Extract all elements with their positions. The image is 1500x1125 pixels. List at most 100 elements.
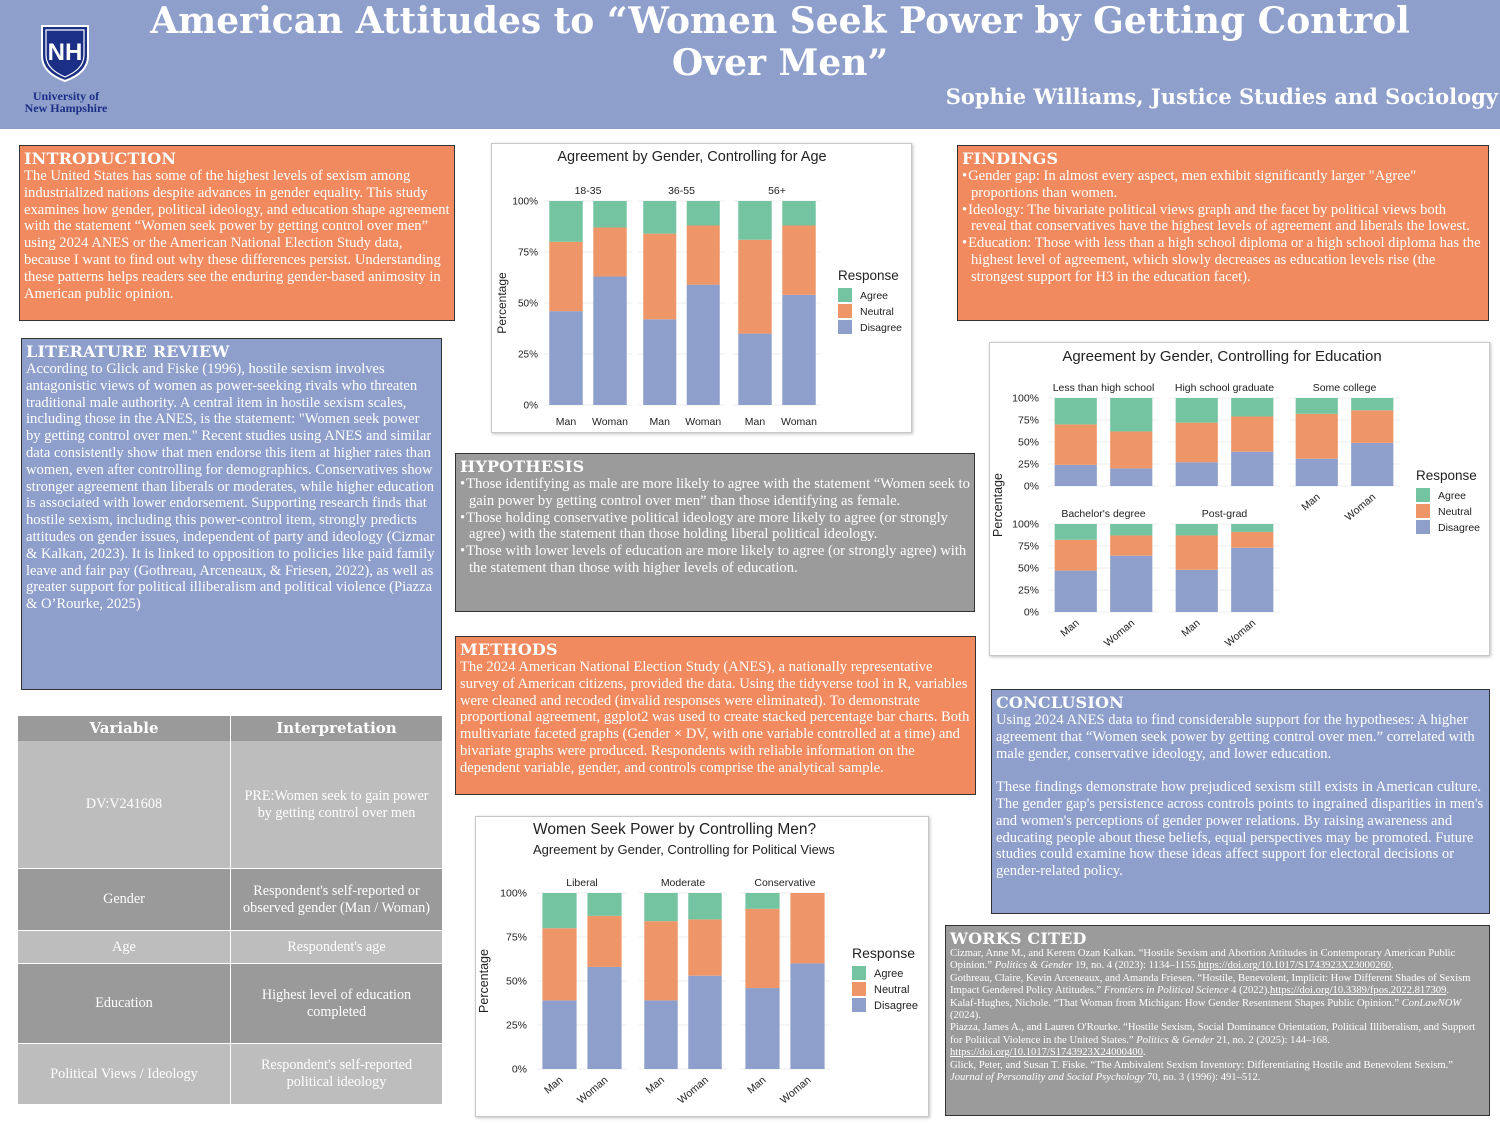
table-row: Political Views / Ideology Respondent's … <box>18 1044 442 1104</box>
facet-label: 56+ <box>768 185 786 197</box>
unh-logo: NH University of New Hampshire <box>18 24 114 120</box>
legend-title: Response <box>852 945 915 961</box>
chart-political: Women Seek Power by Controlling Men? Agre… <box>475 816 929 1117</box>
facet-label: High school graduate <box>1175 382 1274 394</box>
bar-disagree <box>782 294 816 405</box>
bar-neutral <box>1175 422 1218 463</box>
cell-variable: Age <box>112 938 136 955</box>
conclusion-body-1: Using 2024 ANES data to find considerabl… <box>996 712 1475 762</box>
x-tick-label: Woman <box>685 416 721 428</box>
legend-title: Response <box>838 268 899 283</box>
bar-agree <box>593 201 627 228</box>
bar-neutral <box>1231 416 1274 452</box>
y-tick-label: 75% <box>518 248 538 259</box>
citation-link[interactable]: https://doi.org/10.1017/S1743923X2400040… <box>950 1047 1143 1059</box>
bar-agree <box>745 893 780 909</box>
bar-neutral <box>1295 413 1338 459</box>
bar-disagree <box>1175 462 1218 486</box>
y-tick-label: 100% <box>1012 393 1039 405</box>
hypothesis-item: Those with lower levels of education are… <box>460 543 970 577</box>
bar-disagree <box>745 988 780 1069</box>
citation-link[interactable]: https://doi.org/10.1017/S1743923X2300026… <box>1198 960 1392 972</box>
bar-agree <box>782 201 816 226</box>
y-tick-label: 25% <box>1018 585 1039 597</box>
chart-political-svg: Women Seek Power by Controlling Men? Agre… <box>477 821 918 1106</box>
bar-neutral <box>1110 431 1153 469</box>
works-cited-section: WORKS CITED Cizmar, Anne M., and Kerem O… <box>945 925 1490 1116</box>
bar-agree <box>644 893 678 922</box>
legend-swatch-agree <box>1416 488 1430 502</box>
x-tick-label: Man <box>556 416 577 428</box>
facet-label: Less than high school <box>1053 382 1155 394</box>
y-axis-label: Percentage <box>495 272 509 334</box>
y-tick-label: 50% <box>506 976 527 988</box>
x-tick-label: Man <box>542 1074 565 1096</box>
bar-neutral <box>1110 535 1153 556</box>
legend-label: Disagree <box>874 1000 918 1012</box>
chart-subtitle: Agreement by Gender, Controlling for Pol… <box>533 842 835 857</box>
bar-neutral <box>1351 410 1394 443</box>
bar-agree <box>542 893 577 929</box>
y-tick-label: 50% <box>518 299 538 310</box>
facet-label: Liberal <box>566 877 598 889</box>
bar-disagree <box>1351 442 1394 486</box>
legend-swatch-agree <box>838 288 852 302</box>
bar-agree <box>1231 524 1274 532</box>
bar-agree <box>1295 398 1338 414</box>
citation-link[interactable]: https://doi.org/10.3389/fpos.2022.817309 <box>1270 985 1447 997</box>
header-variable: Variable <box>89 719 159 738</box>
x-tick-label: Woman <box>781 416 817 428</box>
x-tick-label: Man <box>1058 617 1081 639</box>
bar-disagree <box>549 311 583 405</box>
bar-neutral <box>686 225 720 285</box>
y-tick-label: 0% <box>1024 481 1039 493</box>
y-tick-label: 100% <box>500 888 527 900</box>
bar-disagree <box>1110 468 1153 486</box>
chart-age-svg: Agreement by Gender, Controlling for Age… <box>495 149 902 428</box>
hypothesis-list: Those identifying as male are more likel… <box>460 476 970 577</box>
legend-label: Neutral <box>1438 506 1472 518</box>
facet-label: 36-55 <box>668 185 695 197</box>
variables-table: Variable Interpretation DV:V241608 PRE:W… <box>18 716 442 1104</box>
findings-heading: FINDINGS <box>962 149 1059 168</box>
legend-label: Disagree <box>860 322 902 334</box>
methods-body: The 2024 American National Election Stud… <box>460 659 970 776</box>
bar-neutral <box>593 227 627 277</box>
cell-interpretation: Highest level of education completed <box>230 964 442 1043</box>
legend-label: Neutral <box>860 306 894 318</box>
bar-agree <box>738 201 772 240</box>
chart-education: Agreement by Gender, Controlling for Edu… <box>989 342 1490 656</box>
x-tick-label: Man <box>1299 491 1322 513</box>
citation: Kalaf-Hughes, Nichole. “That Woman from … <box>950 997 1462 1022</box>
chart-age: Agreement by Gender, Controlling for Age… <box>491 143 912 433</box>
unh-shield-icon: NH <box>41 25 89 82</box>
author-line: Sophie Williams, Justice Studies and Soc… <box>945 84 1498 109</box>
bar-disagree <box>1231 451 1274 486</box>
bar-agree <box>1175 524 1218 536</box>
x-tick-label: Woman <box>1102 617 1137 649</box>
bar-disagree <box>1054 464 1097 486</box>
y-tick-label: 25% <box>1018 459 1039 471</box>
bar-agree <box>688 893 722 920</box>
legend-label: Agree <box>860 290 888 302</box>
legend-swatch-agree <box>852 966 866 980</box>
facet-label: Post-grad <box>1202 508 1248 520</box>
title-line2: Over Men” <box>671 42 889 84</box>
facet-label: Some college <box>1313 382 1377 394</box>
bar-disagree <box>1295 458 1338 486</box>
x-tick-label: Man <box>650 416 671 428</box>
introduction-section: INTRODUCTION The United States has some … <box>19 145 455 321</box>
findings-section: FINDINGS Gender gap: In almost every asp… <box>957 145 1489 321</box>
bar-disagree <box>542 1000 577 1069</box>
bar-agree <box>1175 398 1218 423</box>
bar-disagree <box>1175 569 1218 612</box>
chart-title: Women Seek Power by Controlling Men? <box>533 821 817 838</box>
works-cited-list: Cizmar, Anne M., and Kerem Ozan Kalkan. … <box>950 948 1485 1084</box>
chart-title: Agreement by Gender, Controlling for Edu… <box>1062 348 1381 365</box>
variables-table-header: Variable Interpretation <box>18 716 442 741</box>
chart-title: Agreement by Gender, Controlling for Age <box>557 149 826 165</box>
conclusion-section: CONCLUSION Using 2024 ANES data to find … <box>991 689 1490 914</box>
bar-disagree <box>643 319 677 405</box>
cell-variable: Gender <box>103 891 145 908</box>
bar-neutral <box>643 233 677 320</box>
